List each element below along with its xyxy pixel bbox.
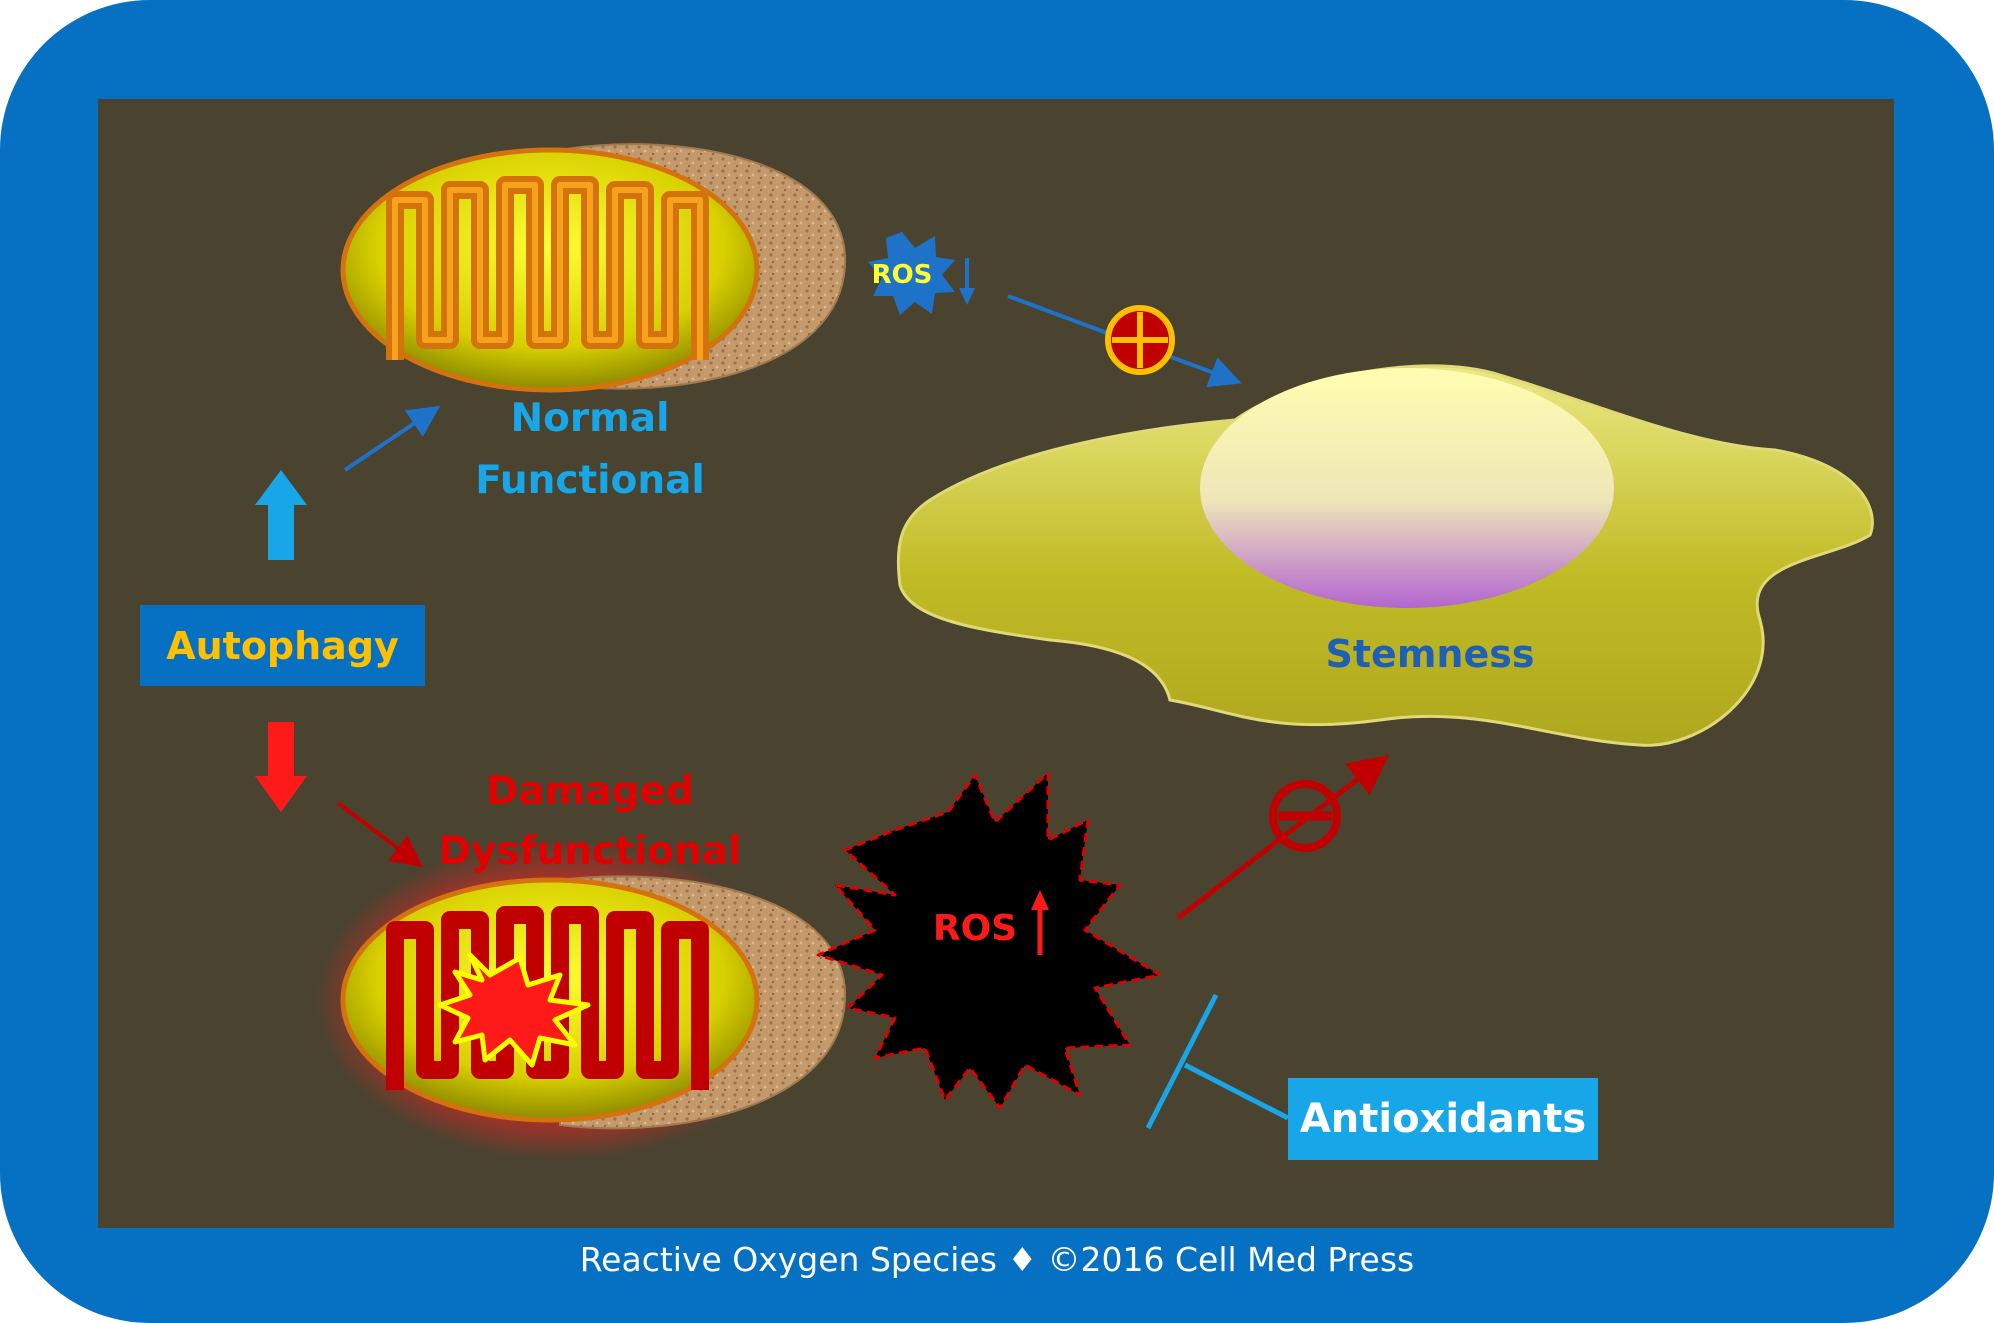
damaged-dysfunctional-label: Damaged Dysfunctional xyxy=(420,762,760,882)
stem-cell xyxy=(896,364,1874,747)
explosion-icon xyxy=(437,952,591,1068)
autophagy-to-damaged-arrow xyxy=(336,801,424,868)
autophagy-label: Autophagy xyxy=(166,623,399,668)
ros-low-label: ROS xyxy=(871,260,933,290)
plus-circle-icon xyxy=(1105,305,1175,375)
up-arrow-icon xyxy=(1031,890,1049,955)
damaged-label-line1: Damaged xyxy=(486,769,694,814)
damaged-mitochondrion xyxy=(315,840,847,1160)
down-arrow-icon xyxy=(959,258,975,305)
antioxidants-box: Antioxidants xyxy=(1288,1078,1598,1160)
down-arrow-icon xyxy=(255,722,307,812)
ros-low-burst xyxy=(868,232,955,315)
normal-functional-label: Normal Functional xyxy=(440,388,740,512)
normal-label-line1: Normal xyxy=(510,396,670,441)
stemness-label: Stemness xyxy=(1325,632,1535,676)
footer-caption: Reactive Oxygen Species ♦ ©2016 Cell Med… xyxy=(579,1240,1415,1279)
ros-high-label: ROS xyxy=(932,908,1018,949)
antioxidants-label: Antioxidants xyxy=(1299,1096,1587,1142)
nucleus xyxy=(1200,368,1614,608)
minus-circle-icon xyxy=(1269,780,1341,852)
normal-label-line2: Functional xyxy=(475,458,705,503)
up-arrow-icon xyxy=(255,470,307,560)
antioxidant-inhibition-line xyxy=(1145,993,1290,1130)
damaged-label-line2: Dysfunctional xyxy=(438,829,742,874)
autophagy-box: Autophagy xyxy=(140,605,425,686)
autophagy-to-normal-arrow xyxy=(343,405,441,472)
ros-high-burst xyxy=(816,771,1162,1110)
normal-mitochondrion xyxy=(340,143,847,393)
